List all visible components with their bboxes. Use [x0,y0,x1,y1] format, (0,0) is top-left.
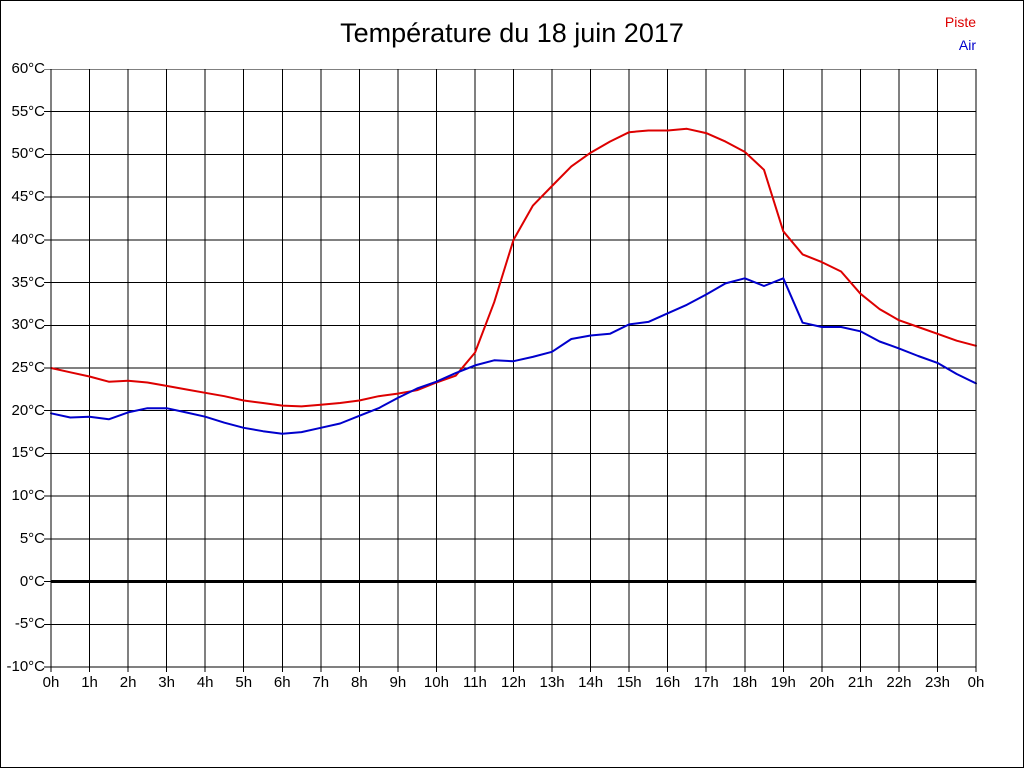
x-tick-label: 0h [42,674,60,691]
x-tick-label: 9h [389,674,407,691]
y-tick-label: 15°C [11,444,45,462]
x-tick-label: 19h [770,674,796,691]
y-tick-label: 60°C [11,60,45,77]
y-tick-label: -10°C [6,658,45,675]
x-tick-label: 17h [693,674,719,691]
plot-area [44,69,977,672]
legend-item-piste: Piste [944,14,976,30]
y-tick-label: 45°C [11,188,45,206]
x-tick-label: 6h [273,674,291,691]
grid-lines [44,69,977,672]
x-tick-label: 2h [119,674,137,691]
x-tick-label: 18h [732,674,758,691]
y-tick-label: 35°C [11,273,45,291]
x-tick-label: 14h [578,674,604,691]
x-tick-label: 22h [886,674,912,691]
y-tick-label: -5°C [14,615,45,633]
x-tick-label: 13h [539,674,565,691]
y-tick-label: 20°C [11,401,45,419]
x-tick-label: 0h [967,674,985,691]
x-tick-label: 10h [423,674,449,691]
x-tick-label: 3h [158,674,175,691]
x-tick-label: 7h [312,674,330,691]
x-tick-label: 21h [847,674,873,691]
y-tick-label: 55°C [11,102,45,120]
x-tick-label: 20h [809,674,835,691]
y-tick-label: 25°C [11,359,45,376]
y-tick-label: 5°C [19,529,45,547]
plot-frame [50,69,977,668]
series-line-piste [50,127,977,408]
x-tick-label: 1h [81,674,98,691]
x-tick-label: 12h [500,674,527,691]
x-tick-label: 5h [235,674,253,691]
y-tick-label: 10°C [11,487,45,505]
x-tick-label: 11h [462,674,487,691]
x-tick-label: 23h [924,674,950,691]
legend-item-air: Air [958,37,976,53]
y-tick-label: 50°C [11,145,45,163]
chart-title: Température du 18 juin 2017 [340,18,684,48]
x-tick-label: 4h [196,674,214,691]
y-tick-label: 30°C [11,316,45,334]
chart-legend: Piste Air [945,11,976,57]
series-line-air [50,277,977,435]
x-tick-label: 8h [350,674,368,691]
y-tick-label: 0°C [19,572,45,590]
x-tick-label: 15h [616,674,642,691]
y-tick-label: 40°C [11,230,45,248]
x-tick-label: 16h [655,674,681,691]
